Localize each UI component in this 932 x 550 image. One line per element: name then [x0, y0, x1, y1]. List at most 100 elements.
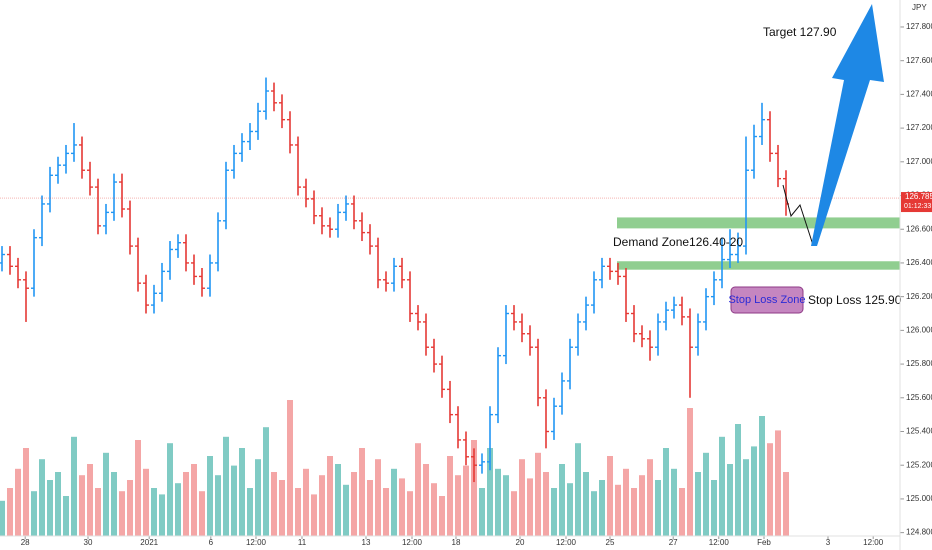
volume-bar: [455, 475, 461, 536]
volume-bar: [215, 475, 221, 536]
volume-bar: [343, 484, 349, 536]
x-tick-label: 3: [826, 538, 831, 547]
y-tick-label: 127.000: [906, 157, 932, 166]
volume-bar: [647, 459, 653, 536]
y-tick-label: 124.800: [906, 528, 932, 537]
last-price-label: 126.785: [905, 192, 932, 201]
volume-bar: [783, 472, 789, 536]
volume-bar: [735, 424, 741, 536]
y-tick-label: 126.200: [906, 292, 932, 301]
volume-bar: [143, 468, 149, 536]
zones: [617, 217, 900, 270]
x-tick-label: 6: [209, 538, 214, 547]
volume-bar: [511, 491, 517, 536]
volume-bar: [391, 468, 397, 536]
overlay: Target 127.90 Demand Zone126.40-20 Stop …: [613, 4, 902, 314]
y-tick-label: 125.800: [906, 359, 932, 368]
x-tick-label: 12:00: [709, 538, 730, 547]
volume-bar: [351, 472, 357, 536]
x-tick-label: 28: [21, 538, 30, 547]
x-tick-label: 27: [669, 538, 678, 547]
volume-bar: [375, 459, 381, 536]
volume-bar: [567, 483, 573, 536]
volume-bar: [239, 448, 245, 536]
volume-bar: [367, 480, 373, 536]
volume-bar: [95, 488, 101, 536]
volume-bar: [0, 500, 5, 536]
x-tick-label: 12:00: [246, 538, 267, 547]
volume-bar: [759, 416, 765, 536]
x-tick-label: 20: [516, 538, 525, 547]
volume-bar: [31, 491, 37, 536]
volume-bar: [327, 456, 333, 536]
volume-bar: [591, 491, 597, 536]
target-arrow: [811, 4, 884, 246]
volume-bar: [727, 464, 733, 536]
volume-bar: [199, 491, 205, 536]
volume-bar: [663, 448, 669, 536]
last-price-tag: [901, 192, 932, 213]
x-tick-label: 25: [606, 538, 615, 547]
volume-bar: [551, 488, 557, 536]
y-tick-label: 127.800: [906, 22, 932, 31]
y-tick-label: 125.400: [906, 427, 932, 436]
axes: 124.800 125.000 125.200 125.400 125.600 125.8…: [21, 22, 932, 547]
y-tick-label: 125.600: [906, 393, 932, 402]
volume-bar: [495, 468, 501, 536]
volume-bar: [407, 491, 413, 536]
volume-bar: [399, 478, 405, 536]
volume-bar: [79, 475, 85, 536]
volume-bar: [431, 483, 437, 536]
volume-bar: [191, 464, 197, 536]
currency-label: JPY: [912, 3, 927, 12]
volume-bar: [607, 456, 613, 536]
volume-bar: [183, 472, 189, 536]
volume-bar: [479, 488, 485, 536]
volume-bar: [695, 472, 701, 536]
countdown-label: 01:12:33: [904, 203, 931, 210]
volume-bar: [583, 472, 589, 536]
volume-bar: [135, 440, 141, 536]
y-tick-label: 126.400: [906, 258, 932, 267]
volume-bar: [255, 459, 261, 536]
projection-path: [782, 184, 814, 246]
volume-bar: [271, 472, 277, 536]
zone: [617, 217, 900, 229]
volume-bar: [15, 468, 21, 536]
x-tick-label: 11: [298, 538, 307, 547]
volume-bar: [679, 488, 685, 536]
volume-bar: [439, 496, 445, 536]
volume-bar: [103, 452, 109, 536]
y-tick-label: 126.000: [906, 325, 932, 334]
volume-bar: [447, 456, 453, 536]
volume-bar: [111, 472, 117, 536]
price-bars: [0, 77, 900, 483]
volume-bar: [247, 488, 253, 536]
volume-bar: [87, 464, 93, 536]
x-tick-label: 30: [84, 538, 93, 547]
stop-label: Stop Loss 125.90: [808, 293, 902, 307]
volume-bar: [63, 496, 69, 536]
volume-bar: [543, 472, 549, 536]
volume-bar: [295, 488, 301, 536]
volume-bar: [519, 459, 525, 536]
volume-bar: [231, 465, 237, 536]
volume-bar: [423, 464, 429, 536]
volume-bar: [159, 494, 165, 536]
volume-bar: [383, 488, 389, 536]
volume-bar: [47, 480, 53, 536]
volume-bar: [39, 459, 45, 536]
x-tick-label: 18: [452, 538, 461, 547]
volume-bar: [615, 484, 621, 536]
volume: [0, 400, 789, 536]
zone: [617, 261, 900, 270]
volume-bar: [639, 475, 645, 536]
y-tick-label: 125.200: [906, 460, 932, 469]
volume-bar: [7, 488, 13, 536]
y-tick-label: 126.600: [906, 224, 932, 233]
volume-bar: [119, 491, 125, 536]
y-tick-label: 127.200: [906, 123, 932, 132]
y-tick-label: 127.400: [906, 89, 932, 98]
volume-bar: [415, 443, 421, 536]
volume-bar: [487, 448, 493, 536]
